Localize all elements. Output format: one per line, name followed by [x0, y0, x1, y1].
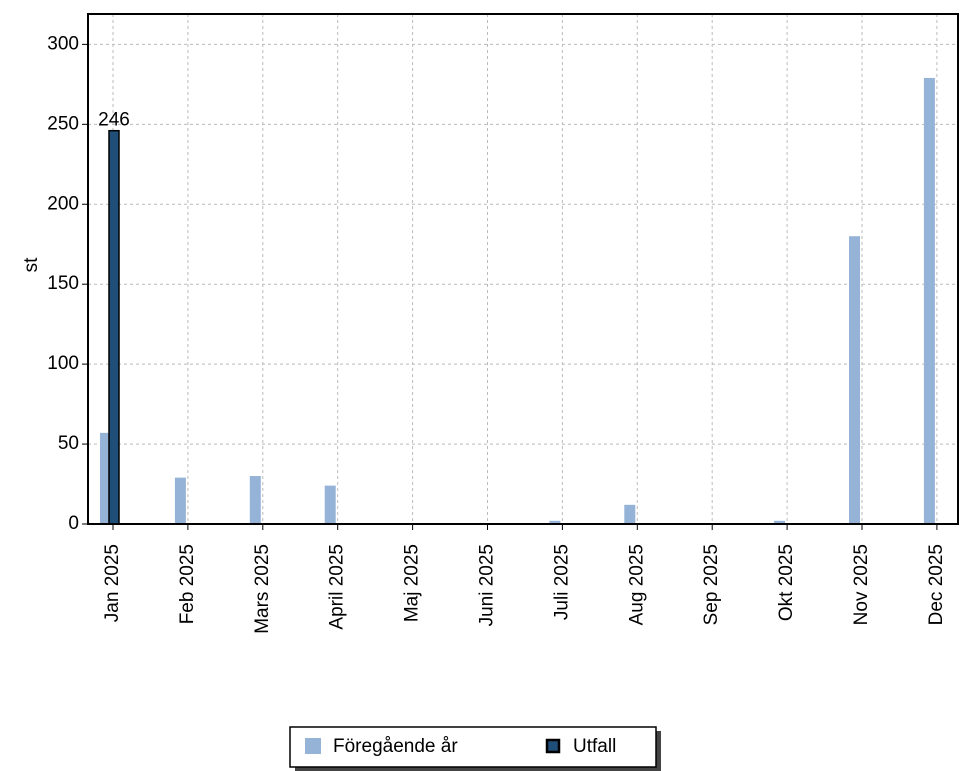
y-tick-label: 150	[47, 273, 79, 294]
x-tick-label: Mars 2025	[252, 544, 273, 634]
x-tick-label: Okt 2025	[776, 544, 797, 621]
bar	[774, 520, 786, 524]
bar	[249, 476, 261, 524]
x-tick-label: Juli 2025	[551, 544, 572, 620]
y-tick-label: 200	[47, 193, 79, 214]
bar	[324, 485, 336, 524]
bar	[108, 129, 120, 525]
x-tick-label: Sep 2025	[701, 544, 722, 625]
y-tick-label: 0	[68, 513, 79, 534]
legend	[289, 726, 661, 771]
x-tick-label: Jan 2025	[102, 544, 123, 622]
bar	[923, 77, 935, 525]
y-tick-label: 50	[58, 433, 79, 454]
legend-box	[289, 726, 657, 768]
legend-swatch	[545, 738, 561, 754]
bar	[549, 520, 561, 524]
y-tick-label: 100	[47, 353, 79, 374]
x-tick-label: Nov 2025	[851, 544, 872, 625]
legend-swatch	[305, 738, 321, 754]
x-tick-label: April 2025	[327, 544, 348, 630]
data-label: 246	[98, 110, 130, 131]
bar	[849, 236, 860, 524]
x-tick-label: Dec 2025	[926, 544, 947, 625]
bar	[174, 477, 186, 524]
plot-frame	[87, 13, 959, 525]
y-tick-label: 250	[47, 113, 79, 134]
x-tick-label: Feb 2025	[177, 544, 198, 624]
x-tick-label: Maj 2025	[402, 544, 423, 622]
y-tick-label: 300	[47, 33, 79, 54]
bar	[624, 504, 636, 524]
legend-label: Utfall	[573, 736, 616, 757]
legend-label: Föregående år	[333, 736, 458, 757]
x-tick-label: Aug 2025	[626, 544, 647, 625]
bar	[100, 432, 111, 524]
y-axis-label: st	[21, 257, 42, 273]
x-tick-label: Juni 2025	[477, 544, 498, 626]
